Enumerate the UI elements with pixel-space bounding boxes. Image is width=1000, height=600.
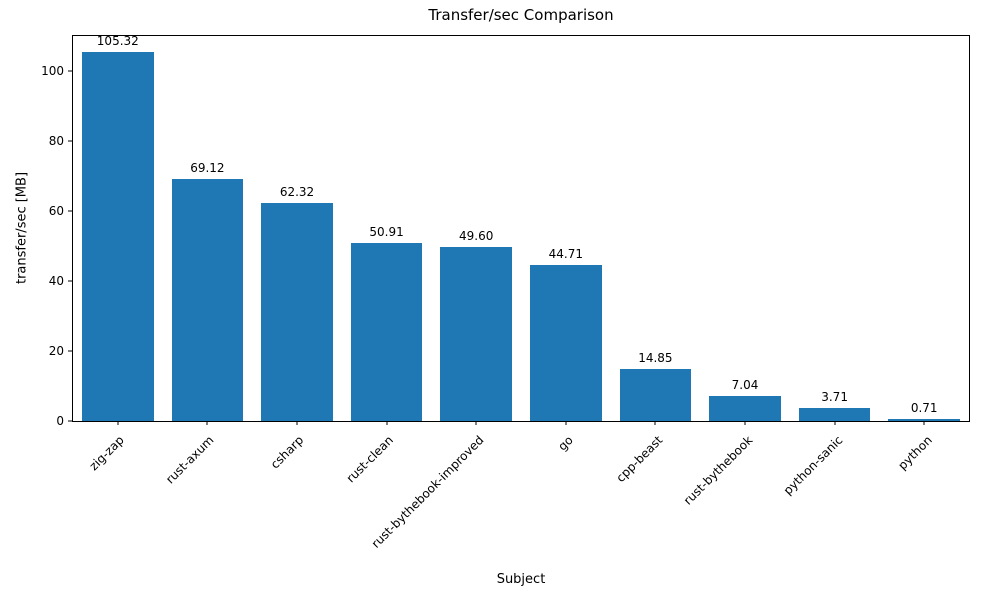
x-tick-label-text: rust-bythebook <box>680 433 756 508</box>
x-tick-mark <box>296 421 298 425</box>
x-tick-label-text: csharp <box>267 433 307 472</box>
bar <box>798 408 871 421</box>
x-tick-label-text: zig-zap <box>86 433 127 474</box>
y-axis-title: transfer/sec [MB] <box>14 171 30 285</box>
x-tick-mark <box>923 421 925 425</box>
x-tick-mark <box>475 421 477 425</box>
y-tick-mark <box>68 140 72 142</box>
bar-value-label: 49.60 <box>459 229 494 244</box>
bar-value-label: 105.32 <box>96 34 139 49</box>
y-tick-label: 20 <box>48 344 64 358</box>
y-tick-label: 0 <box>56 414 64 428</box>
bar-value-label: 44.71 <box>548 246 583 261</box>
bar-value-label: 50.91 <box>369 224 404 239</box>
bar <box>529 264 602 421</box>
y-tick-mark <box>68 210 72 212</box>
x-tick-label-text: rust-axum <box>163 433 217 487</box>
bar <box>709 396 781 421</box>
bar <box>261 202 333 421</box>
plot-area: 0 20 40 60 80 100 105.32 69.12 62.32 50.91 49.60 44… <box>41 34 970 427</box>
bar-value-label: 62.32 <box>279 184 315 199</box>
bar-value-label: 3.71 <box>821 390 848 405</box>
bar <box>81 52 154 421</box>
y-tick-label: 100 <box>41 64 64 78</box>
y-tick-label: 60 <box>48 204 64 218</box>
y-tick-label: 80 <box>48 134 64 148</box>
x-tick-mark <box>565 421 567 425</box>
bar-value-label: 14.85 <box>638 351 673 366</box>
x-tick-label-text: python-sanic <box>780 433 846 498</box>
bar <box>171 179 244 421</box>
x-tick-mark <box>834 421 836 425</box>
x-tick-label-text: python <box>895 433 935 473</box>
x-tick-label-text: cpp-beast <box>613 433 666 485</box>
y-tick-mark <box>68 280 72 282</box>
bar-value-label: 7.04 <box>731 378 759 393</box>
x-tick-mark <box>654 421 656 425</box>
bar <box>440 247 513 421</box>
chart-title: Transfer/sec Comparison <box>428 6 614 24</box>
x-tick-mark <box>206 421 208 425</box>
x-tick-label-text: rust-clean <box>343 433 397 486</box>
y-tick-mark <box>68 70 72 72</box>
y-tick-mark <box>68 420 72 422</box>
y-tick-label: 40 <box>48 274 64 288</box>
x-tick-mark <box>117 421 119 425</box>
x-tick-mark <box>386 421 388 425</box>
x-tick-label-text: go <box>555 433 576 454</box>
x-axis-title: Subject <box>496 572 546 587</box>
bar <box>619 369 692 421</box>
bar-value-label: 0.71 <box>910 400 938 415</box>
x-axis-tick-labels: zig-zap rust-axum csharp rust-clean rust-byt… <box>72 429 970 579</box>
bar-value-label: 69.12 <box>190 161 225 176</box>
x-tick-mark <box>744 421 746 425</box>
y-tick-mark <box>68 350 72 352</box>
bar <box>888 418 961 421</box>
bar <box>350 242 423 421</box>
